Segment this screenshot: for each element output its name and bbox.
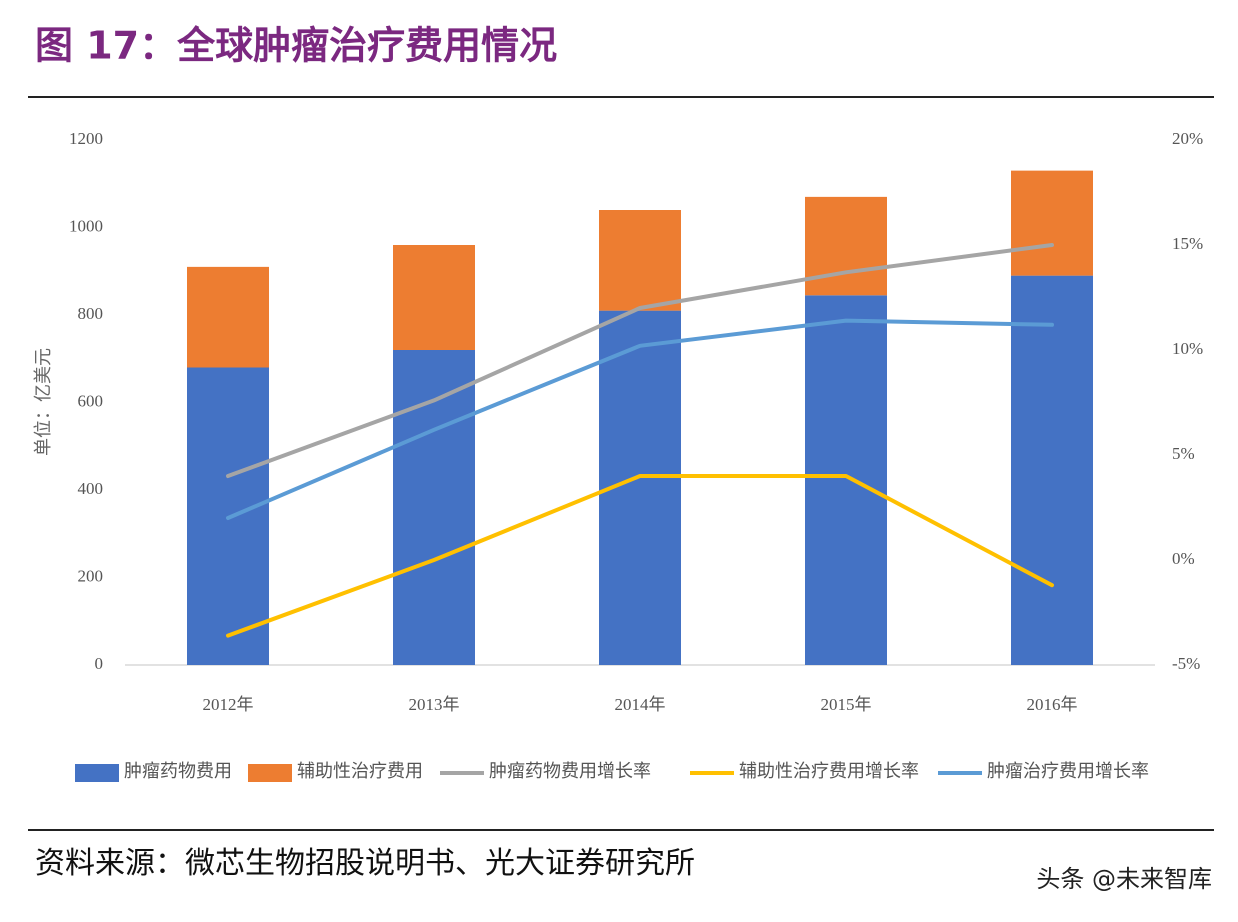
bar — [805, 196, 887, 296]
bar — [393, 350, 475, 665]
y-tick-label: 0 — [95, 654, 104, 673]
legend-label: 肿瘤药物费用增长率 — [489, 761, 651, 781]
x-tick-label: 2016年 — [1027, 695, 1078, 714]
y2-tick-label: 0% — [1172, 549, 1195, 568]
legend-swatch — [75, 764, 119, 782]
legend-label: 肿瘤治疗费用增长率 — [987, 761, 1149, 781]
x-tick-label: 2014年 — [615, 695, 666, 714]
chart-title: 图 17：全球肿瘤治疗费用情况 — [35, 24, 557, 68]
x-tick-label: 2015年 — [821, 695, 872, 714]
y-tick-label: 600 — [78, 391, 104, 410]
y2-tick-label: 20% — [1172, 129, 1203, 148]
source: 资料来源：微芯生物招股说明书、光大证券研究所 — [35, 847, 695, 880]
x-tick-label: 2013年 — [409, 695, 460, 714]
legend-label: 肿瘤药物费用 — [124, 761, 232, 781]
y2-tick-label: 10% — [1172, 339, 1203, 358]
line — [226, 474, 1054, 638]
bar — [1011, 275, 1093, 665]
legend-swatch — [248, 764, 292, 782]
bar — [393, 245, 475, 350]
bar — [805, 295, 887, 665]
y2-tick-label: 5% — [1172, 444, 1195, 463]
y-tick-label: 1200 — [69, 129, 103, 148]
legend-label: 辅助性治疗费用增长率 — [739, 761, 919, 781]
y2-tick-label: 15% — [1172, 234, 1203, 253]
watermark: 头条 @未来智库 — [1036, 865, 1212, 893]
bar — [187, 266, 269, 368]
bar — [599, 210, 681, 311]
bar — [1011, 170, 1093, 276]
y-tick-label: 1000 — [69, 216, 103, 235]
x-tick-label: 2012年 — [203, 695, 254, 714]
y2-tick-label: -5% — [1172, 654, 1200, 673]
y-tick-label: 200 — [78, 566, 104, 585]
y-axis-label: 单位：亿美元 — [33, 348, 53, 456]
legend-label: 辅助性治疗费用 — [297, 761, 423, 781]
line — [226, 243, 1054, 478]
y-tick-label: 400 — [78, 479, 104, 498]
line — [226, 318, 1054, 520]
y-tick-label: 800 — [78, 304, 104, 323]
